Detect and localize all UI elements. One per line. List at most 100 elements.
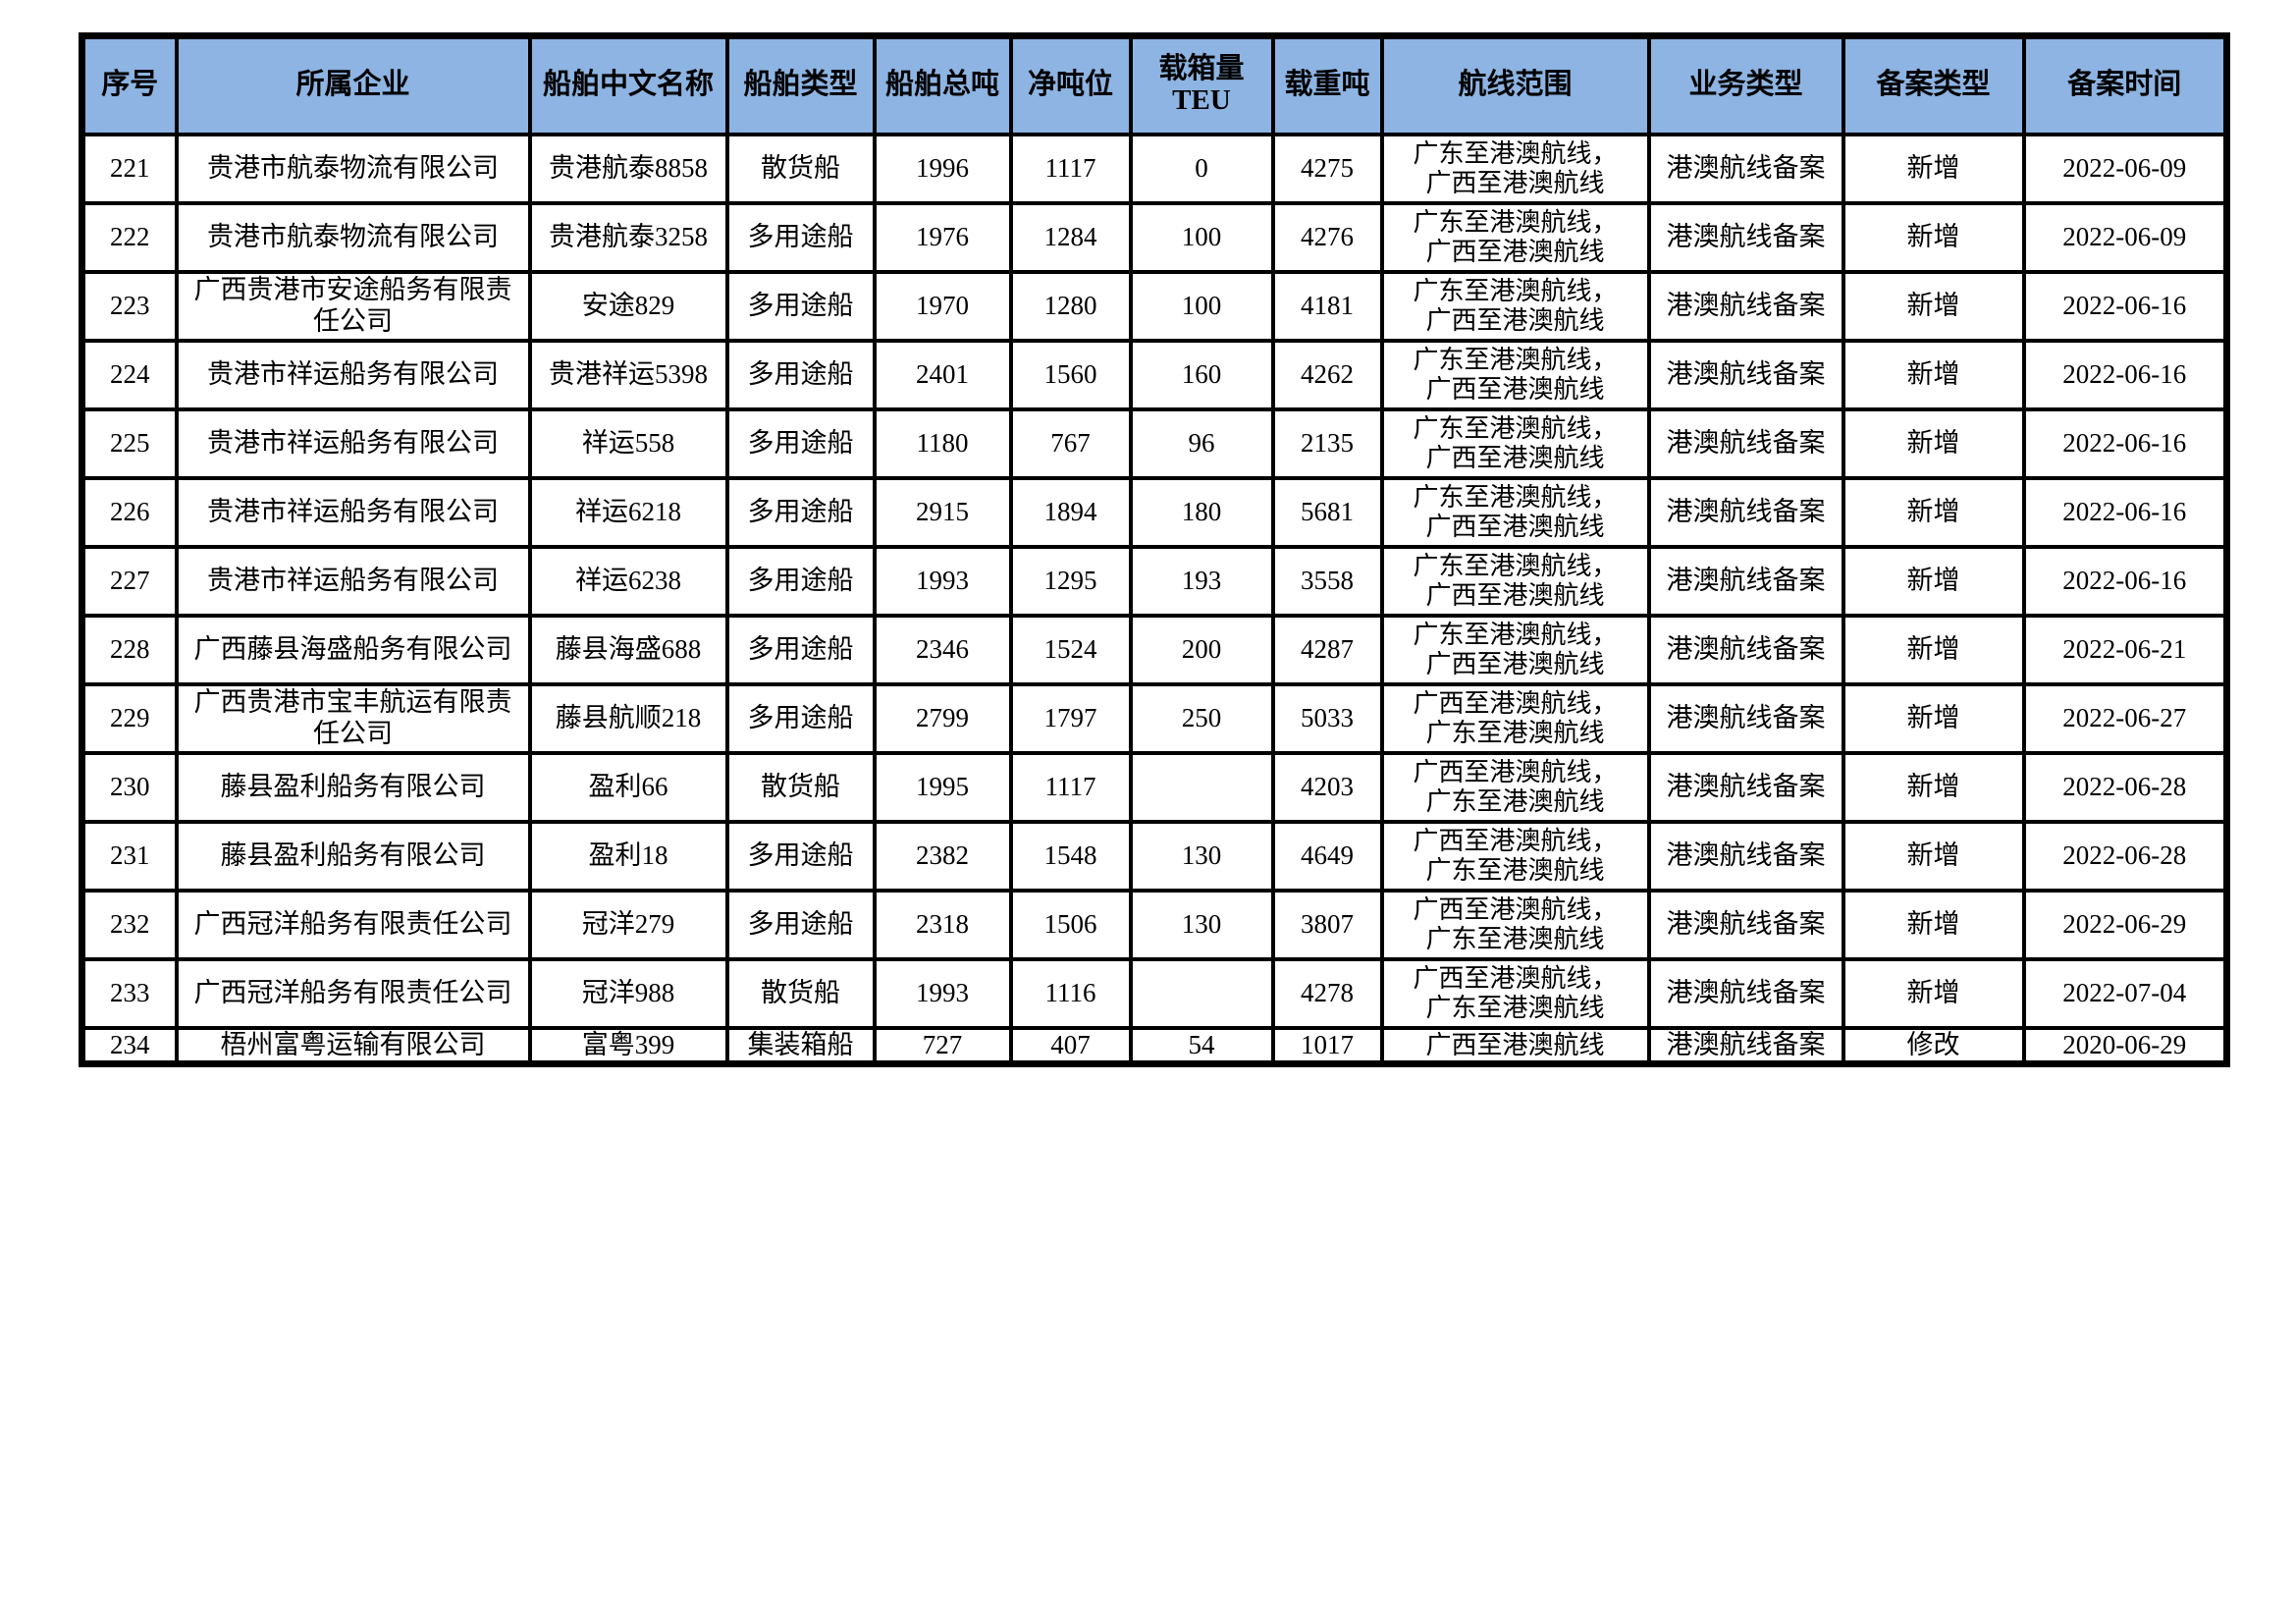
cell-business-type: 港澳航线备案 <box>1646 956 1845 1030</box>
cell-net-tonnage: 1797 <box>1008 681 1133 755</box>
cell-filing-date: 2022-06-16 <box>2021 269 2229 343</box>
cell-company: 贵港市祥运船务有限公司 <box>174 338 532 411</box>
cell-route: 广东至港澳航线， 广西至港澳航线 <box>1379 544 1651 618</box>
cell-company: 广西贵港市宝丰航运有限责任公司 <box>174 681 532 755</box>
cell-filing-date: 2022-06-16 <box>2021 406 2229 480</box>
cell-net-tonnage: 1117 <box>1008 750 1133 824</box>
cell-ship-type: 多用途船 <box>724 200 877 274</box>
col-header-deadweight: 载重吨 <box>1270 33 1384 136</box>
cell-ship-type: 多用途船 <box>724 819 877 893</box>
cell-ship-name: 贵港航泰8858 <box>527 132 729 205</box>
table-row: 225 贵港市祥运船务有限公司 祥运558 多用途船 1180 767 96 2135 广东至港… <box>80 406 2229 480</box>
cell-seq: 222 <box>80 200 179 274</box>
cell-teu <box>1128 750 1275 824</box>
cell-route: 广东至港澳航线， 广西至港澳航线 <box>1379 613 1651 686</box>
cell-ship-name: 盈利18 <box>527 819 729 893</box>
cell-ship-type: 散货船 <box>724 956 877 1030</box>
cell-deadweight: 4203 <box>1270 750 1384 824</box>
table-row: 223 广西贵港市安途船务有限责任公司 安途829 多用途船 1970 1280 100 41… <box>80 269 2229 343</box>
cell-teu: 96 <box>1128 406 1275 480</box>
cell-filing-date: 2022-06-09 <box>2021 200 2229 274</box>
cell-gross-tonnage: 1996 <box>872 132 1013 205</box>
col-header-filing-type: 备案类型 <box>1841 33 2026 136</box>
cell-ship-type: 多用途船 <box>724 681 877 755</box>
cell-net-tonnage: 1284 <box>1008 200 1133 274</box>
cell-teu: 193 <box>1128 544 1275 618</box>
cell-net-tonnage: 1116 <box>1008 956 1133 1030</box>
col-header-teu: 载箱量TEU <box>1128 33 1275 136</box>
cell-seq: 223 <box>80 269 179 343</box>
cell-seq: 224 <box>80 338 179 411</box>
col-header-filing-date: 备案时间 <box>2021 33 2229 136</box>
cell-net-tonnage: 1506 <box>1008 888 1133 961</box>
cell-seq: 229 <box>80 681 179 755</box>
cell-deadweight: 3807 <box>1270 888 1384 961</box>
col-header-gross-tonnage: 船舶总吨 <box>872 33 1013 136</box>
cell-teu: 0 <box>1128 132 1275 205</box>
cell-route: 广东至港澳航线， 广西至港澳航线 <box>1379 200 1651 274</box>
cell-filing-type: 修改 <box>1841 1025 2026 1066</box>
cell-route: 广东至港澳航线， 广西至港澳航线 <box>1379 338 1651 411</box>
cell-teu: 160 <box>1128 338 1275 411</box>
vessel-filing-sheet: 序号 所属企业 船舶中文名称 船舶类型 船舶总吨 净吨位 载箱量TEU 载重吨 … <box>79 32 2230 1068</box>
cell-filing-type: 新增 <box>1841 956 2026 1030</box>
cell-ship-name: 冠洋279 <box>527 888 729 961</box>
cell-company: 广西冠洋船务有限责任公司 <box>174 956 532 1030</box>
cell-business-type: 港澳航线备案 <box>1646 200 1845 274</box>
cell-gross-tonnage: 2318 <box>872 888 1013 961</box>
cell-gross-tonnage: 1995 <box>872 750 1013 824</box>
cell-deadweight: 1017 <box>1270 1025 1384 1066</box>
cell-ship-name: 冠洋988 <box>527 956 729 1030</box>
cell-gross-tonnage: 2915 <box>872 475 1013 549</box>
cell-deadweight: 4276 <box>1270 200 1384 274</box>
cell-business-type: 港澳航线备案 <box>1646 1025 1845 1066</box>
cell-teu: 250 <box>1128 681 1275 755</box>
cell-deadweight: 2135 <box>1270 406 1384 480</box>
cell-ship-name: 盈利66 <box>527 750 729 824</box>
cell-business-type: 港澳航线备案 <box>1646 750 1845 824</box>
cell-business-type: 港澳航线备案 <box>1646 888 1845 961</box>
cell-ship-type: 多用途船 <box>724 475 877 549</box>
cell-route: 广西至港澳航线， 广东至港澳航线 <box>1379 750 1651 824</box>
col-header-business-type: 业务类型 <box>1646 33 1845 136</box>
cell-gross-tonnage: 727 <box>872 1025 1013 1066</box>
table-row: 224 贵港市祥运船务有限公司 贵港祥运5398 多用途船 2401 1560 160 426… <box>80 338 2229 411</box>
cell-company: 广西冠洋船务有限责任公司 <box>174 888 532 961</box>
cell-net-tonnage: 1524 <box>1008 613 1133 686</box>
cell-route: 广西至港澳航线， 广东至港澳航线 <box>1379 888 1651 961</box>
cell-ship-type: 多用途船 <box>724 338 877 411</box>
cell-gross-tonnage: 2401 <box>872 338 1013 411</box>
cell-deadweight: 3558 <box>1270 544 1384 618</box>
cell-filing-date: 2022-06-16 <box>2021 338 2229 411</box>
cell-teu: 54 <box>1128 1025 1275 1066</box>
cell-company: 藤县盈利船务有限公司 <box>174 750 532 824</box>
cell-filing-type: 新增 <box>1841 613 2026 686</box>
cell-ship-type: 集装箱船 <box>724 1025 877 1066</box>
cell-ship-name: 安途829 <box>527 269 729 343</box>
col-header-seq: 序号 <box>80 33 179 136</box>
cell-seq: 227 <box>80 544 179 618</box>
cell-ship-name: 祥运6218 <box>527 475 729 549</box>
cell-deadweight: 4275 <box>1270 132 1384 205</box>
cell-ship-type: 多用途船 <box>724 269 877 343</box>
cell-route: 广东至港澳航线， 广西至港澳航线 <box>1379 269 1651 343</box>
cell-company: 贵港市祥运船务有限公司 <box>174 406 532 480</box>
cell-route: 广西至港澳航线 <box>1379 1025 1651 1066</box>
cell-ship-name: 藤县海盛688 <box>527 613 729 686</box>
cell-business-type: 港澳航线备案 <box>1646 132 1845 205</box>
cell-ship-name: 藤县航顺218 <box>527 681 729 755</box>
cell-ship-name: 贵港祥运5398 <box>527 338 729 411</box>
cell-ship-type: 散货船 <box>724 750 877 824</box>
cell-seq: 234 <box>80 1025 179 1066</box>
cell-gross-tonnage: 1993 <box>872 544 1013 618</box>
cell-gross-tonnage: 1970 <box>872 269 1013 343</box>
table-row: 222 贵港市航泰物流有限公司 贵港航泰3258 多用途船 1976 1284 100 427… <box>80 200 2229 274</box>
cell-business-type: 港澳航线备案 <box>1646 475 1845 549</box>
cell-gross-tonnage: 2346 <box>872 613 1013 686</box>
header-row: 序号 所属企业 船舶中文名称 船舶类型 船舶总吨 净吨位 载箱量TEU 载重吨 … <box>80 33 2229 136</box>
cell-seq: 221 <box>80 132 179 205</box>
cell-filing-date: 2022-06-21 <box>2021 613 2229 686</box>
cell-filing-type: 新增 <box>1841 544 2026 618</box>
table-row: 226 贵港市祥运船务有限公司 祥运6218 多用途船 2915 1894 180 5681 广… <box>80 475 2229 549</box>
table-row: 234 梧州富粤运输有限公司 富粤399 集装箱船 727 407 54 1017 广西至港澳航… <box>80 1025 2229 1066</box>
